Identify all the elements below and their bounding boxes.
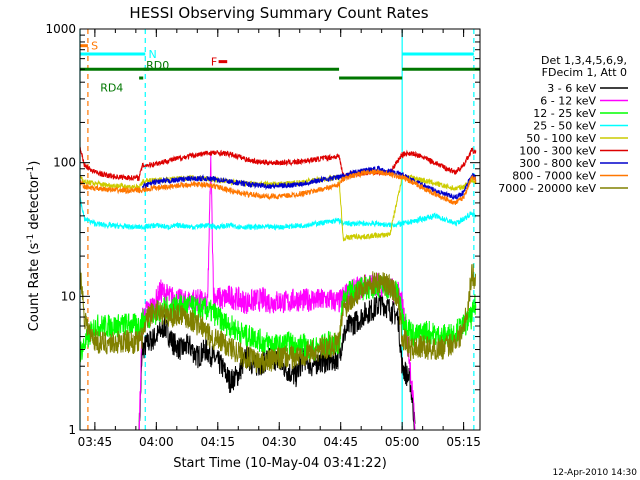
legend-label: 800 - 7000 keV [512, 170, 596, 183]
series-line-50-100-kev [79, 174, 477, 242]
x-tick-label: 04:45 [323, 435, 358, 449]
legend-label: 3 - 6 keV [547, 82, 596, 95]
x-tick-label: 04:30 [262, 435, 297, 449]
series-line-25-50-kev [79, 196, 477, 231]
x-tick-label: 04:15 [200, 435, 235, 449]
x-tick-label: 03:45 [78, 435, 113, 449]
legend-label: 6 - 12 keV [540, 95, 596, 108]
series-line-100-300-kev [79, 146, 477, 182]
y-tick-label: 1 [68, 423, 76, 437]
series-line-800-7000-kev [79, 168, 477, 206]
chart-title: HESSI Observing Summary Count Rates [129, 4, 428, 22]
series-line-300-800-kev [141, 165, 477, 201]
plot-marks: S N F RD4 RD0 [79, 29, 480, 431]
x-axis-label: Start Time (10-May-04 03:41:22) [173, 456, 387, 471]
y-tick-label: 100 [53, 156, 76, 170]
legend-label: 100 - 300 keV [519, 145, 596, 158]
flag-f-label: F [211, 56, 217, 69]
legend-label: 7000 - 20000 keV [498, 182, 596, 195]
axes: 03:45 04:00 04:15 04:30 04:45 05:00 05:15 1 10 10… [45, 22, 480, 449]
y-axis-label: Count Rate (s-1 detector-1) [26, 161, 42, 332]
x-tick-label: 05:15 [446, 435, 481, 449]
x-tick-label: 05:00 [385, 435, 420, 449]
legend: Det 1,3,4,5,6,9,FDecim 1, Att 0 3 - 6 keV… [498, 54, 628, 195]
flag-s-label: S [91, 40, 98, 53]
legend-header-line: FDecim 1, Att 0 [542, 66, 627, 79]
series-line-7000-20000-kev [79, 263, 476, 375]
y-tick-label: 10 [61, 289, 76, 303]
x-tick-label: 04:00 [139, 435, 174, 449]
legend-label: 50 - 100 keV [526, 132, 596, 145]
timestamp-footer: 12-Apr-2010 14:30 [553, 468, 638, 478]
rd4-label: RD4 [100, 81, 123, 94]
legend-label: 300 - 800 keV [519, 157, 596, 170]
plot-frame [79, 28, 481, 431]
legend-header-line: Det 1,3,4,5,6,9, [541, 54, 627, 67]
rd0-label: RD0 [146, 59, 169, 72]
legend-label: 12 - 25 keV [533, 107, 596, 120]
legend-label: 25 - 50 keV [533, 120, 596, 133]
y-tick-label: 1000 [45, 22, 76, 36]
flag-n-label: N [149, 48, 157, 61]
